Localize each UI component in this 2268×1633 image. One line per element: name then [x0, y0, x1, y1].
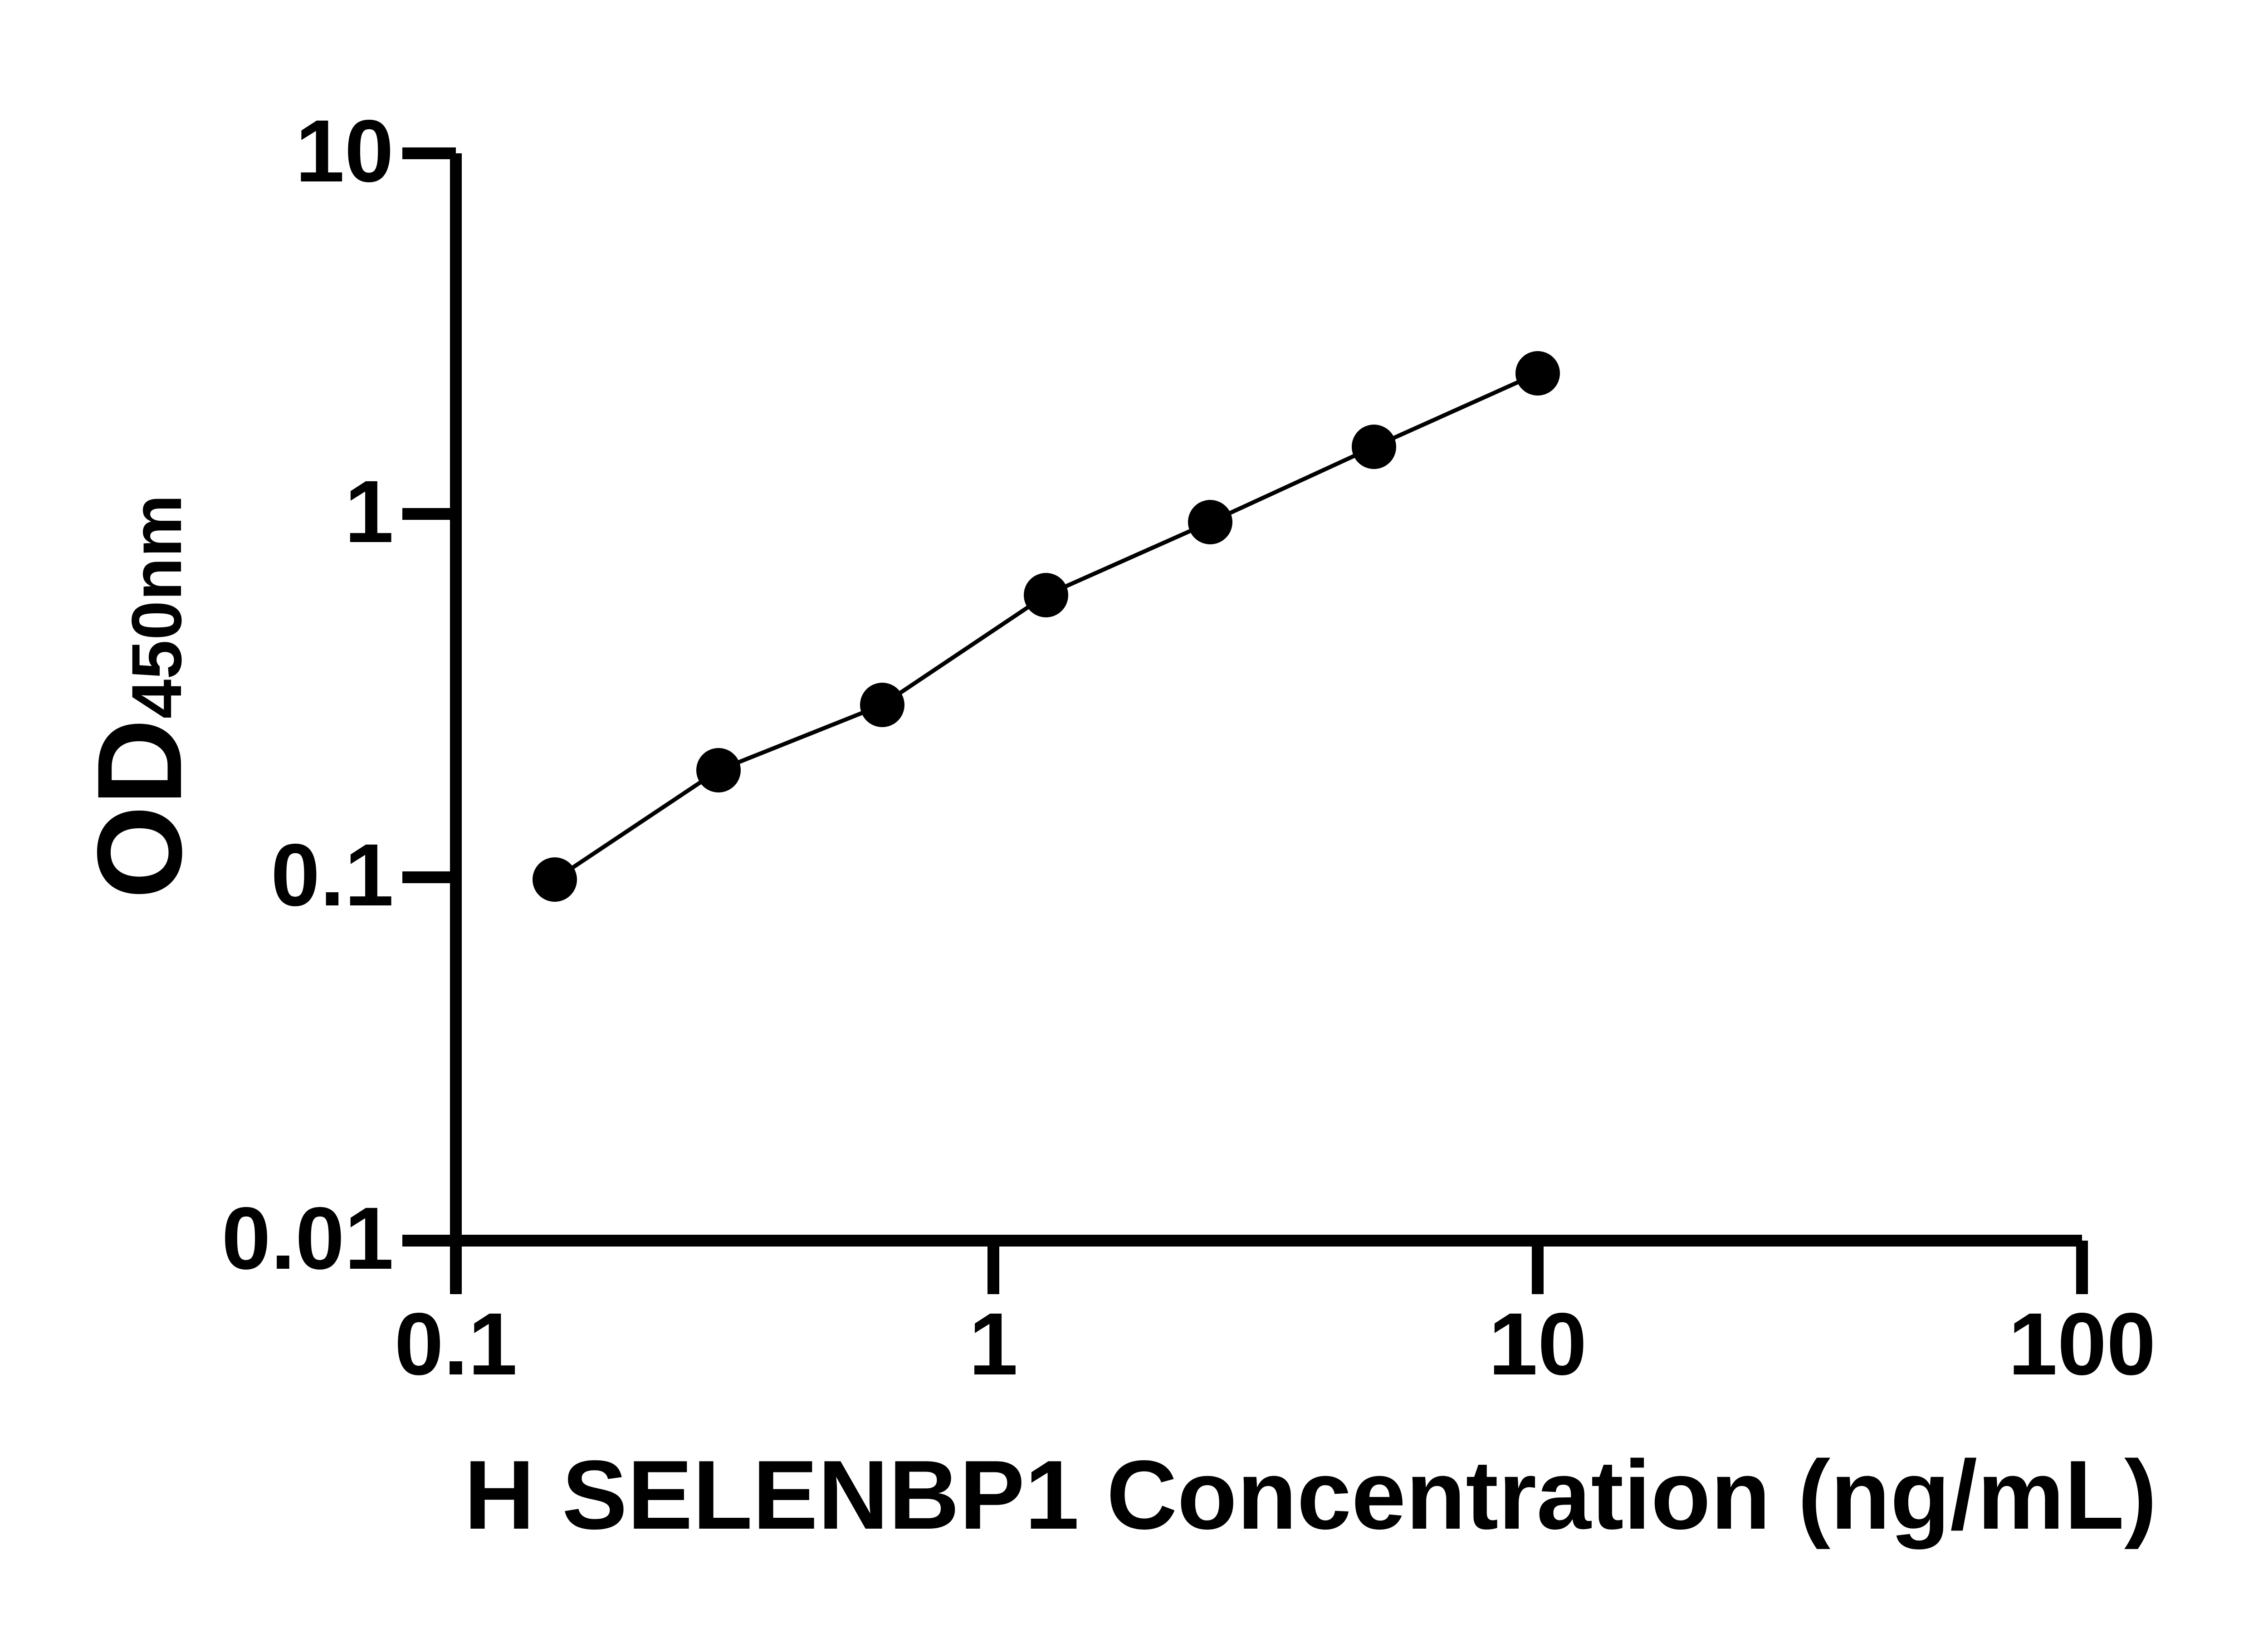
svg-text:0.1: 0.1 [394, 1295, 517, 1393]
svg-text:1: 1 [345, 462, 394, 561]
svg-text:0.01: 0.01 [221, 1189, 394, 1288]
svg-text:10: 10 [1489, 1295, 1587, 1393]
svg-text:H SELENBP1 Concentration (ng/m: H SELENBP1 Concentration (ng/mL) [464, 1440, 2157, 1550]
svg-text:100: 100 [2008, 1295, 2156, 1393]
svg-text:1: 1 [969, 1295, 1018, 1393]
svg-text:10: 10 [295, 102, 394, 200]
svg-text:0.1: 0.1 [271, 826, 394, 924]
